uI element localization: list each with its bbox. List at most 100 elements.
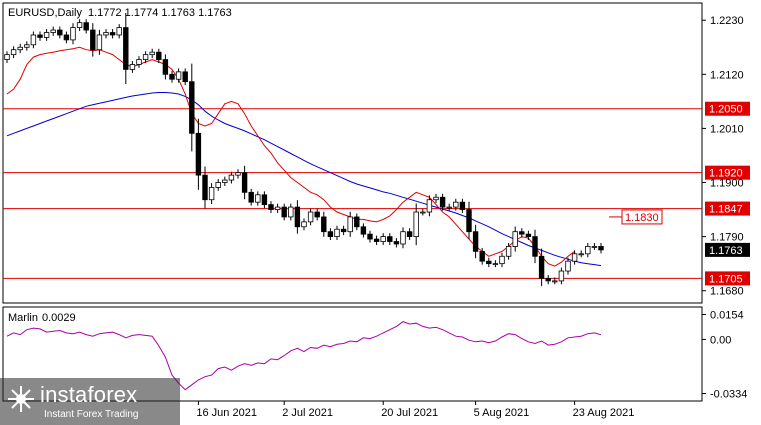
candle-bull: [43, 32, 50, 38]
candle-bear: [406, 231, 413, 238]
moving-averages: [6, 46, 602, 267]
candle-bear: [598, 246, 604, 251]
candle-bull: [215, 182, 221, 188]
brand-watermark: instaforex Instant Forex Trading: [0, 378, 180, 425]
level-label: 1.1920: [709, 168, 743, 180]
candle-bear: [373, 238, 380, 242]
osc-y-tick-label: 0.0154: [710, 309, 744, 321]
candle-bear: [162, 59, 169, 75]
candle-bull: [591, 246, 598, 248]
candle-bull: [571, 253, 578, 262]
candle-bull: [70, 27, 76, 41]
candle-bull: [208, 187, 215, 201]
candle-bear: [466, 209, 472, 233]
ma-fast-line: [6, 46, 575, 267]
candle-bear: [281, 206, 287, 218]
y-tick-label: 1.1790: [710, 232, 744, 244]
candle-bear: [195, 132, 202, 176]
candle-bear: [340, 228, 347, 233]
candle-bull: [347, 216, 353, 233]
candle-bull: [446, 206, 452, 209]
oscillator-line: [6, 321, 602, 391]
candle-bull: [558, 270, 565, 282]
annotation-box: [621, 209, 663, 225]
candle-bull: [136, 59, 142, 65]
x-tick-label: 20 Jul 2021: [381, 407, 438, 419]
x-tick-label: 23 Aug 2021: [573, 407, 635, 419]
candle-bear: [202, 174, 208, 201]
annotation-label: 1.1830: [625, 212, 659, 224]
candles: [4, 12, 604, 287]
candle-bull: [505, 246, 512, 257]
candle-bull: [433, 196, 439, 201]
level-label: 1.2050: [709, 104, 743, 116]
candle-bear: [525, 233, 532, 238]
brand-subtitle: Instant Forex Trading: [44, 409, 139, 420]
y-tick-label: 1.2010: [710, 123, 744, 135]
candle-bull: [420, 211, 426, 214]
candle-bear: [182, 71, 188, 83]
candle-bull: [274, 206, 281, 210]
candle-bull: [4, 54, 10, 60]
candle-bull: [578, 253, 584, 256]
candle-bear: [439, 196, 446, 208]
instaforex-logo-icon: [8, 386, 34, 412]
candle-bull: [453, 201, 459, 208]
candle-bull: [380, 236, 386, 242]
candle-bear: [37, 34, 43, 38]
candle-bear: [393, 241, 400, 245]
level-label-bg: [705, 271, 750, 286]
candle-bear: [538, 255, 545, 279]
candle-bear: [321, 216, 327, 233]
x-tick-label: 2 Jul 2021: [282, 407, 333, 419]
brand-name: instaforex: [40, 382, 138, 407]
level-label-bg: [705, 101, 750, 116]
candle-bear: [241, 172, 248, 193]
candle-bull: [499, 255, 505, 265]
axes: 1.22301.21201.20101.19001.17901.16801.17…: [196, 15, 750, 419]
candle-bull: [76, 22, 83, 28]
level-label-bg: [705, 165, 750, 180]
candle-bull: [512, 231, 518, 247]
x-tick-label: 5 Aug 2021: [474, 407, 530, 419]
candle-bull: [255, 194, 261, 203]
candle-bull: [228, 174, 235, 181]
candle-bull: [103, 32, 109, 36]
candle-bull: [10, 49, 17, 56]
y-tick-label: 1.2230: [710, 15, 744, 27]
y-tick-label: 1.2120: [710, 69, 744, 81]
indicator-label: Marlin 0.0029: [8, 312, 76, 324]
candle-bear: [57, 29, 63, 36]
x-tick-label: 16 Jun 2021: [196, 407, 257, 419]
candle-bull: [307, 211, 314, 223]
candle-bear: [360, 226, 367, 235]
candle-bull: [24, 44, 30, 48]
candle-bear: [532, 236, 538, 257]
candle-bull: [235, 172, 241, 176]
candle-bear: [367, 233, 373, 240]
candle-bear: [486, 260, 492, 265]
candle-bear: [314, 211, 320, 218]
candle-bull: [175, 71, 182, 80]
candle-bear: [354, 216, 360, 228]
candle-bull: [142, 54, 149, 60]
candle-bull: [301, 221, 307, 228]
candle-bear: [90, 29, 96, 51]
candle-bull: [492, 263, 499, 266]
candle-bear: [459, 201, 466, 210]
level-label: 1.1847: [709, 204, 743, 216]
y-tick-label: 1.1680: [710, 286, 744, 298]
candle-bull: [400, 231, 406, 245]
level-label-bg: [705, 201, 750, 216]
candle-bear: [519, 231, 525, 235]
candle-bull: [149, 51, 155, 56]
candle-bull: [30, 34, 37, 46]
candle-bear: [156, 51, 162, 60]
candle-bear: [83, 22, 89, 31]
candle-bear: [545, 278, 551, 282]
level-label: 1.1705: [709, 273, 743, 285]
candle-bull: [50, 29, 56, 33]
candle-bull: [585, 246, 591, 255]
candle-bull: [426, 199, 433, 213]
